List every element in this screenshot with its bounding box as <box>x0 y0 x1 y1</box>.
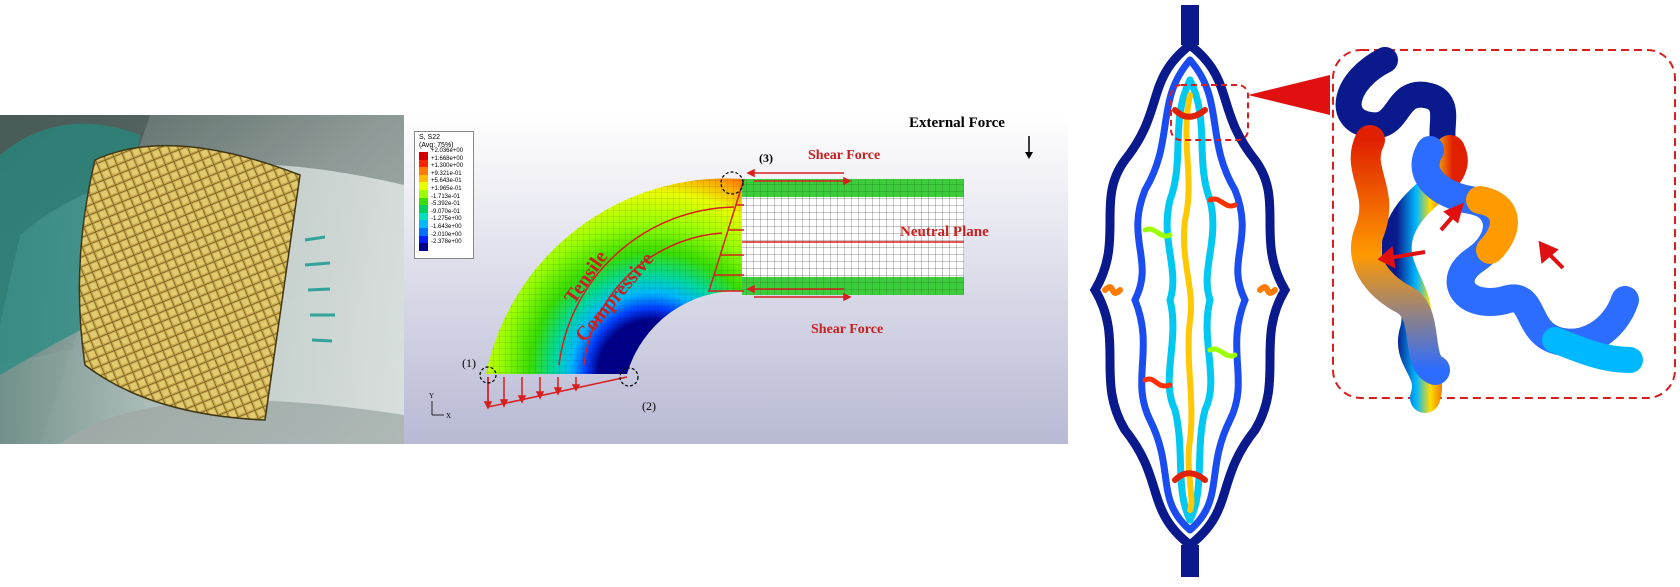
legend-value: +9.321e-01 <box>431 170 462 177</box>
svg-text:Y: Y <box>429 392 434 400</box>
load-distribution <box>483 376 628 410</box>
fea-bending-panel: Tensile Compressive (1) (2) (3) External… <box>404 115 1068 444</box>
legend-value: +1.668e+00 <box>431 155 464 162</box>
legend-title: S, S22 (Avg: 75%) <box>419 134 454 149</box>
legend-swatch <box>419 243 428 251</box>
legend-color-bar <box>419 152 428 251</box>
legend-value: -2.378e+00 <box>431 239 462 246</box>
legend-swatch <box>419 227 428 236</box>
fea-drawing: Tensile Compressive (1) (2) (3) External… <box>404 115 1068 444</box>
serpentine-drawing <box>1089 5 1676 577</box>
shear-force-top-label: Shear Force <box>808 148 880 163</box>
serpentine-panel <box>1085 0 1680 582</box>
bottom-layer <box>742 277 964 295</box>
legend-swatch <box>419 220 428 228</box>
axis-triad-icon: Y X <box>429 392 451 420</box>
zoom-callout-icon <box>1248 75 1330 115</box>
point1-label: (1) <box>462 356 476 370</box>
shear-force-bottom-label: Shear Force <box>811 322 883 337</box>
point-markers <box>479 171 744 387</box>
legend-value: -1.643e+00 <box>431 223 462 230</box>
svg-text:X: X <box>446 412 451 420</box>
shear-triangle <box>707 178 745 292</box>
tensile-arc <box>558 206 735 366</box>
legend-swatch <box>419 159 428 168</box>
zoom-source-box <box>1170 84 1249 141</box>
legend-values: +2.036e+00 +1.668e+00 +1.300e+00 +9.321e-01… <box>431 148 463 247</box>
strain-arrow-icon <box>1377 202 1565 270</box>
legend-value: +1.965e-01 <box>431 185 462 192</box>
legend-value: +2.036e+00 <box>431 148 464 154</box>
device-photo-drawing <box>0 115 404 444</box>
zoomed-serpentines <box>1335 47 1643 413</box>
electronic-patch <box>79 145 300 420</box>
point2-label: (2) <box>642 399 656 413</box>
legend-value: -9.070e-01 <box>431 208 461 215</box>
top-terminal <box>1181 5 1199 45</box>
legend-value: +1.300e+00 <box>431 163 464 170</box>
legend-swatch <box>419 189 428 198</box>
serpentine-network <box>1089 40 1291 550</box>
legend-value: -1.713e-01 <box>431 193 461 200</box>
legend-swatch <box>419 167 428 175</box>
point3-label: (3) <box>759 151 773 165</box>
legend-swatch <box>419 152 428 160</box>
legend-value: +5.643e-01 <box>431 178 462 185</box>
neutral-core <box>742 197 964 291</box>
neutral-plane-label: Neutral Plane <box>900 224 989 240</box>
legend-swatch <box>419 212 428 221</box>
bottom-terminal <box>1181 545 1199 577</box>
legend-value: -1.275e+00 <box>431 216 462 223</box>
legend-value: -2.010e+00 <box>431 231 462 238</box>
external-force-label: External Force <box>909 115 1005 131</box>
device-photo <box>0 115 404 444</box>
legend-swatch <box>419 182 428 190</box>
legend-swatch <box>419 197 428 206</box>
legend-swatch <box>419 235 428 244</box>
shear-arrows <box>746 168 852 302</box>
top-layer <box>742 179 964 197</box>
legend-value: -5.392e-01 <box>431 201 461 208</box>
stress-legend: S, S22 (Avg: 75%) +2.036e+00 +1.668e+00 +1… <box>414 131 474 259</box>
compressive-arc <box>583 232 723 366</box>
legend-swatch <box>419 205 428 213</box>
legend-swatch <box>419 174 428 183</box>
